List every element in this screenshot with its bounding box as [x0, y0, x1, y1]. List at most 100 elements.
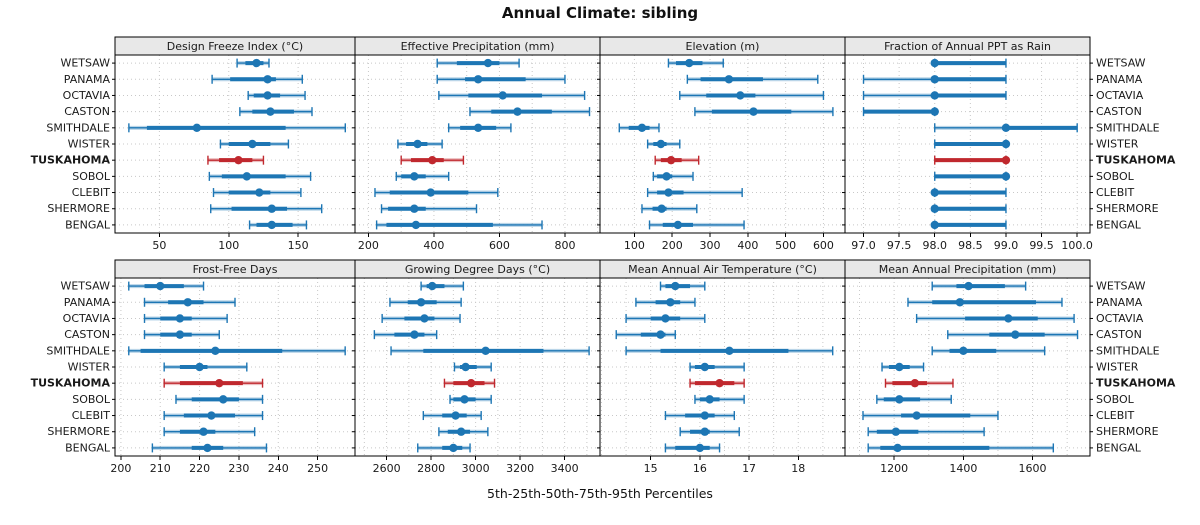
panel-title: Frost-Free Days	[193, 263, 278, 276]
percentile-row-sobol	[652, 171, 694, 181]
percentile-row-panama	[635, 297, 696, 307]
percentile-row-bengal	[867, 443, 1055, 453]
percentile-row-octavia	[862, 90, 1007, 100]
panel-background	[355, 260, 600, 456]
percentile-row-panama	[211, 74, 303, 84]
percentile-row-wetsaw	[128, 281, 205, 291]
percentile-row-bengal	[930, 220, 1007, 230]
axis-tick-label: 400	[737, 239, 758, 252]
median-dot	[267, 220, 276, 230]
percentile-row-smithdale	[128, 346, 346, 356]
site-label-right: WISTER	[1096, 361, 1139, 374]
percentile-row-shermore	[438, 427, 489, 437]
axis-tick-label: 97.5	[887, 239, 912, 252]
median-dot	[1011, 330, 1020, 339]
site-label-right: SOBOL	[1096, 170, 1135, 183]
percentile-row-wister	[397, 139, 443, 149]
median-dot	[483, 58, 493, 68]
site-label-left: WISTER	[68, 138, 111, 151]
percentile-row-caston	[947, 330, 1079, 340]
percentile-row-sobol	[694, 394, 745, 404]
axis-tick-label: 200	[110, 462, 131, 475]
percentile-row-bengal	[664, 443, 721, 453]
median-dot	[725, 346, 734, 356]
site-label-left: WETSAW	[60, 280, 110, 293]
median-dot	[910, 378, 920, 388]
site-label-right: SHERMORE	[1096, 202, 1159, 215]
median-dot	[656, 139, 666, 149]
median-dot	[664, 188, 673, 197]
percentile-row-smithdale	[128, 123, 346, 133]
median-dot	[410, 330, 419, 339]
median-dot	[700, 362, 709, 372]
percentile-row-clebit	[664, 411, 736, 421]
panel-title: Fraction of Annual PPT as Rain	[884, 40, 1051, 53]
median-dot	[263, 75, 272, 84]
site-label-left: PANAMA	[64, 73, 111, 86]
percentile-row-shermore	[210, 204, 323, 214]
percentile-row-shermore	[641, 204, 698, 214]
median-dot	[195, 362, 204, 372]
panel-frost-free-days: Frost-Free Days 200 210 220 230 240 250	[110, 259, 356, 475]
median-dot	[1001, 172, 1011, 181]
median-dot	[255, 188, 264, 197]
panel-background	[600, 260, 845, 456]
percentile-row-wister	[163, 362, 248, 372]
site-label-right: PANAMA	[1096, 73, 1143, 86]
median-dot	[700, 411, 709, 420]
panel-growing-degree-days-c-: Growing Degree Days (°C) 2600 2800 3000 3200…	[352, 259, 601, 475]
median-dot	[959, 346, 968, 356]
percentile-row-wetsaw	[659, 281, 706, 291]
axis-tick-label: 99.0	[994, 239, 1019, 252]
median-dot	[451, 411, 460, 420]
median-dot	[891, 427, 901, 436]
percentile-row-octavia	[381, 313, 461, 323]
site-label-left: SMITHDALE	[46, 344, 110, 357]
site-label-left: SOBOL	[72, 170, 111, 183]
site-label-right: BENGAL	[1096, 218, 1142, 231]
percentile-row-tuskahoma	[443, 378, 496, 388]
axis-tick-label: 400	[423, 239, 444, 252]
median-dot	[460, 395, 469, 404]
site-label-left: SHERMORE	[47, 202, 110, 215]
percentile-row-caston	[239, 107, 313, 117]
percentile-row-panama	[907, 297, 1063, 307]
median-dot	[207, 411, 216, 420]
median-dot	[700, 427, 709, 436]
axis-tick-label: 600	[813, 239, 834, 252]
site-label-right: CLEBIT	[1096, 409, 1135, 422]
site-label-right: OCTAVIA	[1096, 312, 1144, 325]
panel-background	[845, 37, 1090, 233]
median-dot	[481, 346, 490, 356]
median-dot	[666, 298, 675, 307]
panel-title: Effective Precipitation (mm)	[401, 40, 555, 53]
percentile-row-clebit	[212, 188, 302, 198]
percentile-row-tuskahoma	[654, 155, 700, 165]
percentile-row-clebit	[930, 188, 1007, 198]
site-label-right: SOBOL	[1096, 393, 1135, 406]
percentile-row-wister	[881, 362, 925, 372]
median-dot	[1001, 123, 1011, 133]
axis-tick-label: 3200	[506, 462, 534, 475]
axis-tick-label: 17	[742, 462, 756, 475]
percentile-row-clebit	[374, 188, 499, 198]
axis-tick-label: 220	[189, 462, 210, 475]
percentile-row-shermore	[679, 427, 740, 437]
percentile-row-tuskahoma	[884, 378, 954, 388]
axis-tick-label: 800	[554, 239, 575, 252]
percentile-row-wister	[689, 362, 745, 372]
median-dot	[428, 155, 437, 165]
median-dot	[263, 91, 272, 100]
axis-tick-label: 600	[489, 239, 510, 252]
percentile-row-tuskahoma	[934, 155, 1011, 165]
site-label-right: WISTER	[1096, 138, 1139, 151]
percentile-row-tuskahoma	[689, 378, 745, 388]
percentile-row-smithdale	[934, 123, 1078, 133]
site-label-right: BENGAL	[1096, 441, 1142, 454]
percentile-row-caston	[143, 330, 220, 340]
panel-border	[844, 259, 1091, 457]
percentile-row-caston	[615, 330, 676, 340]
percentile-row-sobol	[449, 394, 492, 404]
site-label-right: PANAMA	[1096, 296, 1143, 309]
